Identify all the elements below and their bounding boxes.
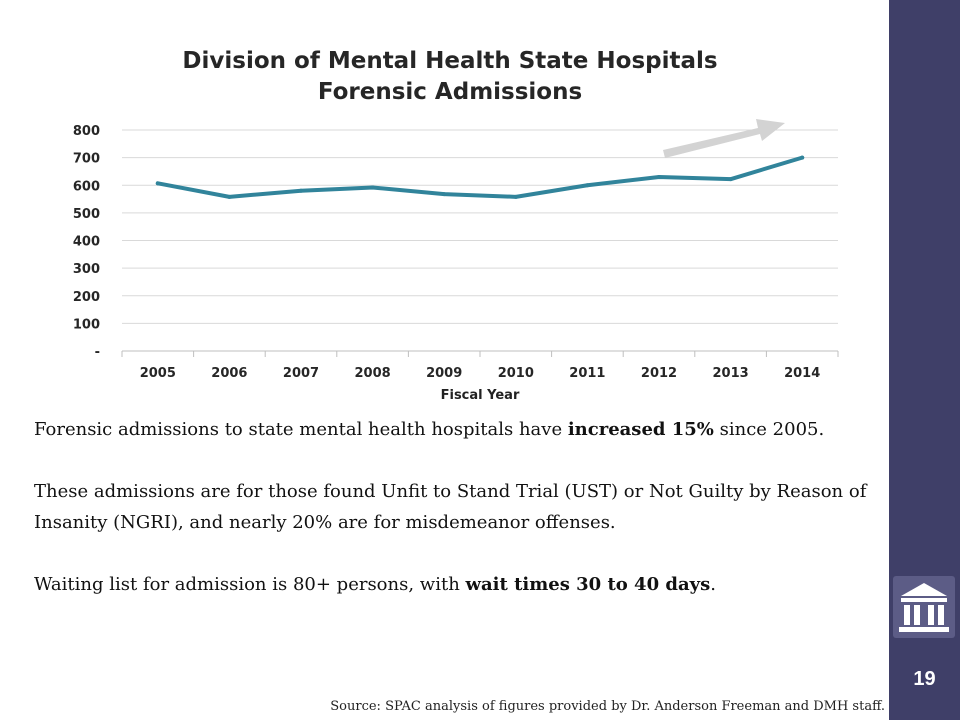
grid-lines <box>121 129 839 357</box>
x-axis-ticks: 2005 2006 2007 2008 2009 2010 2011 2012 2013 2014 <box>140 366 821 381</box>
series-line <box>155 155 805 199</box>
y-tick-label: 500 <box>73 207 100 222</box>
data-point <box>227 194 232 199</box>
y-tick-label: 300 <box>73 262 100 277</box>
data-point <box>155 181 160 186</box>
x-tick-label: 2014 <box>784 366 820 381</box>
x-tick-label: 2011 <box>569 366 605 381</box>
data-point <box>513 194 518 199</box>
x-tick-label: 2008 <box>355 366 391 381</box>
y-axis-ticks: - 100 200 300 400 500 600 700 800 <box>73 124 100 360</box>
y-tick-label: 800 <box>73 124 100 139</box>
p1-bold: increased 15% <box>567 419 714 440</box>
trend-arrow <box>663 119 785 158</box>
x-axis-label: Fiscal Year <box>441 388 520 403</box>
data-point <box>299 188 303 193</box>
building-columns-icon <box>893 576 955 638</box>
x-tick-label: 2009 <box>426 366 462 381</box>
p1-text-end: since 2005. <box>713 419 825 440</box>
data-point <box>442 192 447 197</box>
page-number: 19 <box>913 668 936 690</box>
data-point <box>370 185 375 190</box>
x-tick-label: 2013 <box>713 366 749 381</box>
series-group <box>155 155 805 199</box>
data-point <box>728 177 733 182</box>
x-tick-label: 2010 <box>498 366 534 381</box>
chart-title: Division of Mental Health State Hospital… <box>100 46 800 108</box>
data-point <box>800 155 805 160</box>
p3-bold: wait times 30 to 40 days <box>465 574 711 595</box>
annotation-group <box>663 119 785 158</box>
source-note: Source: SPAC analysis of figures provide… <box>330 699 885 714</box>
x-tick-label: 2007 <box>283 366 319 381</box>
data-point <box>585 183 590 188</box>
p3-text-end: . <box>710 574 716 595</box>
x-tick-label: 2012 <box>641 366 677 381</box>
x-tick-label: 2006 <box>211 366 247 381</box>
y-tick-label: 100 <box>73 317 100 332</box>
paragraph-admissions: These admissions are for those found Unf… <box>34 481 867 533</box>
x-tick-label: 2005 <box>140 366 176 381</box>
chart-title-line-2: Forensic Admissions <box>317 79 583 105</box>
data-point <box>657 174 661 179</box>
y-tick-label: 700 <box>73 152 100 167</box>
y-tick-label: 200 <box>73 290 100 305</box>
chart-title-line-1: Division of Mental Health State Hospital… <box>182 48 718 74</box>
y-tick-label: - <box>95 345 100 360</box>
p3-text: Waiting list for admission is 80+ person… <box>34 574 466 595</box>
paragraph-waiting-list: Waiting list for admission is 80+ person… <box>34 569 884 600</box>
y-tick-label: 400 <box>73 235 100 250</box>
y-tick-label: 600 <box>73 179 100 194</box>
body-text: Forensic admissions to state mental heal… <box>34 414 884 600</box>
p1-text: Forensic admissions to state mental heal… <box>34 419 568 440</box>
paragraph-increase: Forensic admissions to state mental heal… <box>34 414 884 445</box>
